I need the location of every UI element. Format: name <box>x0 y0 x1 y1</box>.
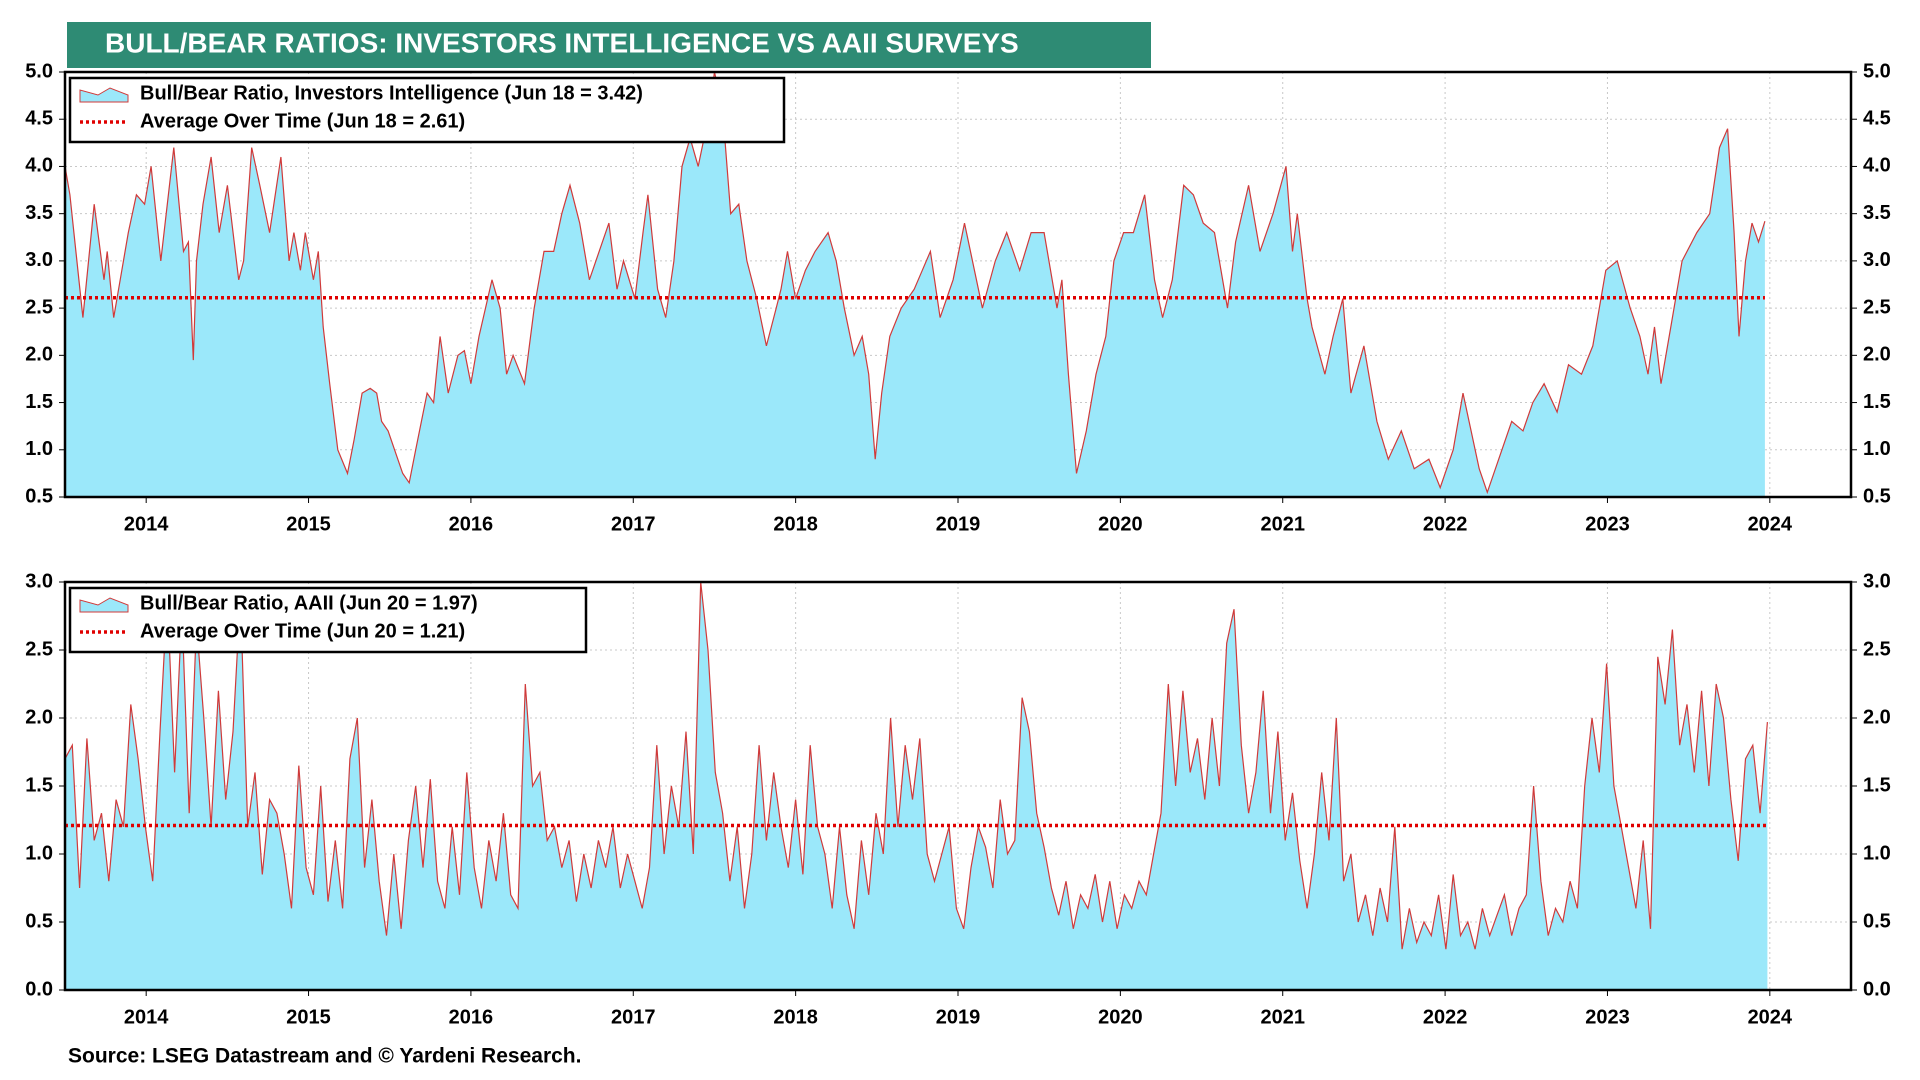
x-tick-label: 2021 <box>1260 1006 1305 1028</box>
plot: 0.0 0.0 0.5 0.5 1.0 1.0 1.5 1.5 2.0 2.0 2.5 2.5 3.0 3… <box>25 570 1891 1028</box>
legend-box <box>68 76 786 144</box>
y-tick-label: 1.5 <box>1863 391 1891 413</box>
y-tick-label: 2.5 <box>1863 296 1891 318</box>
y-tick-label: 4.5 <box>1863 108 1891 130</box>
y-tick-label: 0.0 <box>25 978 53 1000</box>
x-tick-label: 2015 <box>286 1006 331 1028</box>
y-tick-label: 2.5 <box>25 296 53 318</box>
x-tick-label: 2020 <box>1098 1006 1143 1028</box>
legend-label: Bull/Bear Ratio, AAII (Jun 20 = 1.97) <box>140 592 478 614</box>
y-tick-label: 3.0 <box>25 570 53 592</box>
y-tick-label: 1.0 <box>1863 842 1891 864</box>
x-tick-label: 2016 <box>449 1006 494 1028</box>
y-tick-label: 2.5 <box>1863 638 1891 660</box>
y-tick-label: 0.5 <box>25 910 53 932</box>
legend-swatch <box>79 87 129 103</box>
y-tick-label: 2.0 <box>1863 706 1891 728</box>
x-tick-label: 2023 <box>1585 513 1630 535</box>
chart-title: BULL/BEAR RATIOS: INVESTORS INTELLIGENCE… <box>105 27 1019 58</box>
y-tick-label: 4.0 <box>25 155 53 177</box>
y-tick-label: 3.0 <box>25 249 53 271</box>
x-tick-label: 2017 <box>611 513 656 535</box>
legend-label: Average Over Time (Jun 18 = 2.61) <box>140 110 465 132</box>
y-tick-label: 4.5 <box>25 108 53 130</box>
y-tick-label: 1.5 <box>25 391 53 413</box>
x-tick-label: 2019 <box>936 513 981 535</box>
x-tick-label: 2024 <box>1748 1006 1793 1028</box>
x-tick-label: 2018 <box>773 1006 818 1028</box>
area-fill <box>65 582 1768 990</box>
y-tick-label: 3.5 <box>1863 202 1891 224</box>
y-tick-label: 1.0 <box>25 438 53 460</box>
x-tick-label: 2020 <box>1098 513 1143 535</box>
x-tick-label: 2014 <box>124 513 169 535</box>
source-note: Source: LSEG Datastream and © Yardeni Re… <box>68 1045 581 1068</box>
y-tick-label: 3.0 <box>1863 570 1891 592</box>
x-tick-label: 2021 <box>1260 513 1305 535</box>
x-tick-label: 2016 <box>449 513 494 535</box>
legend-label: Average Over Time (Jun 20 = 1.21) <box>140 620 465 642</box>
y-tick-label: 0.5 <box>1863 485 1891 507</box>
x-tick-label: 2022 <box>1423 1006 1468 1028</box>
y-tick-label: 3.5 <box>25 202 53 224</box>
plot-frame <box>63 70 1853 499</box>
legend-label: Bull/Bear Ratio, Investors Intelligence … <box>140 82 643 104</box>
area-line <box>64 581 1768 950</box>
y-tick-label: 1.5 <box>1863 774 1891 796</box>
x-tick-label: 2014 <box>124 1006 169 1028</box>
y-tick-label: 1.5 <box>25 774 53 796</box>
plot-frame <box>63 580 1853 992</box>
title-banner <box>67 22 1151 68</box>
y-tick-label: 1.0 <box>25 842 53 864</box>
y-tick-label: 0.5 <box>25 485 53 507</box>
area-line <box>64 71 1766 495</box>
x-tick-label: 2015 <box>286 513 331 535</box>
y-tick-label: 2.0 <box>25 344 53 366</box>
y-tick-label: 2.5 <box>25 638 53 660</box>
y-tick-label: 5.0 <box>25 60 53 82</box>
x-tick-label: 2024 <box>1748 513 1793 535</box>
legend-box <box>68 586 588 654</box>
x-tick-label: 2023 <box>1585 1006 1630 1028</box>
y-tick-label: 2.0 <box>25 706 53 728</box>
y-tick-label: 1.0 <box>1863 438 1891 460</box>
x-tick-label: 2022 <box>1423 513 1468 535</box>
plot: 0.5 0.5 1.0 1.0 1.5 1.5 2.0 2.0 2.5 2.5 3.0 3.0 3.5 3… <box>25 60 1891 535</box>
y-tick-label: 0.5 <box>1863 910 1891 932</box>
y-tick-label: 2.0 <box>1863 344 1891 366</box>
x-tick-label: 2019 <box>936 1006 981 1028</box>
x-tick-label: 2017 <box>611 1006 656 1028</box>
area-fill <box>65 72 1765 497</box>
y-tick-label: 4.0 <box>1863 155 1891 177</box>
legend-swatch <box>79 597 129 613</box>
y-tick-label: 3.0 <box>1863 249 1891 271</box>
x-tick-label: 2018 <box>773 513 818 535</box>
y-tick-label: 5.0 <box>1863 60 1891 82</box>
y-tick-label: 0.0 <box>1863 978 1891 1000</box>
